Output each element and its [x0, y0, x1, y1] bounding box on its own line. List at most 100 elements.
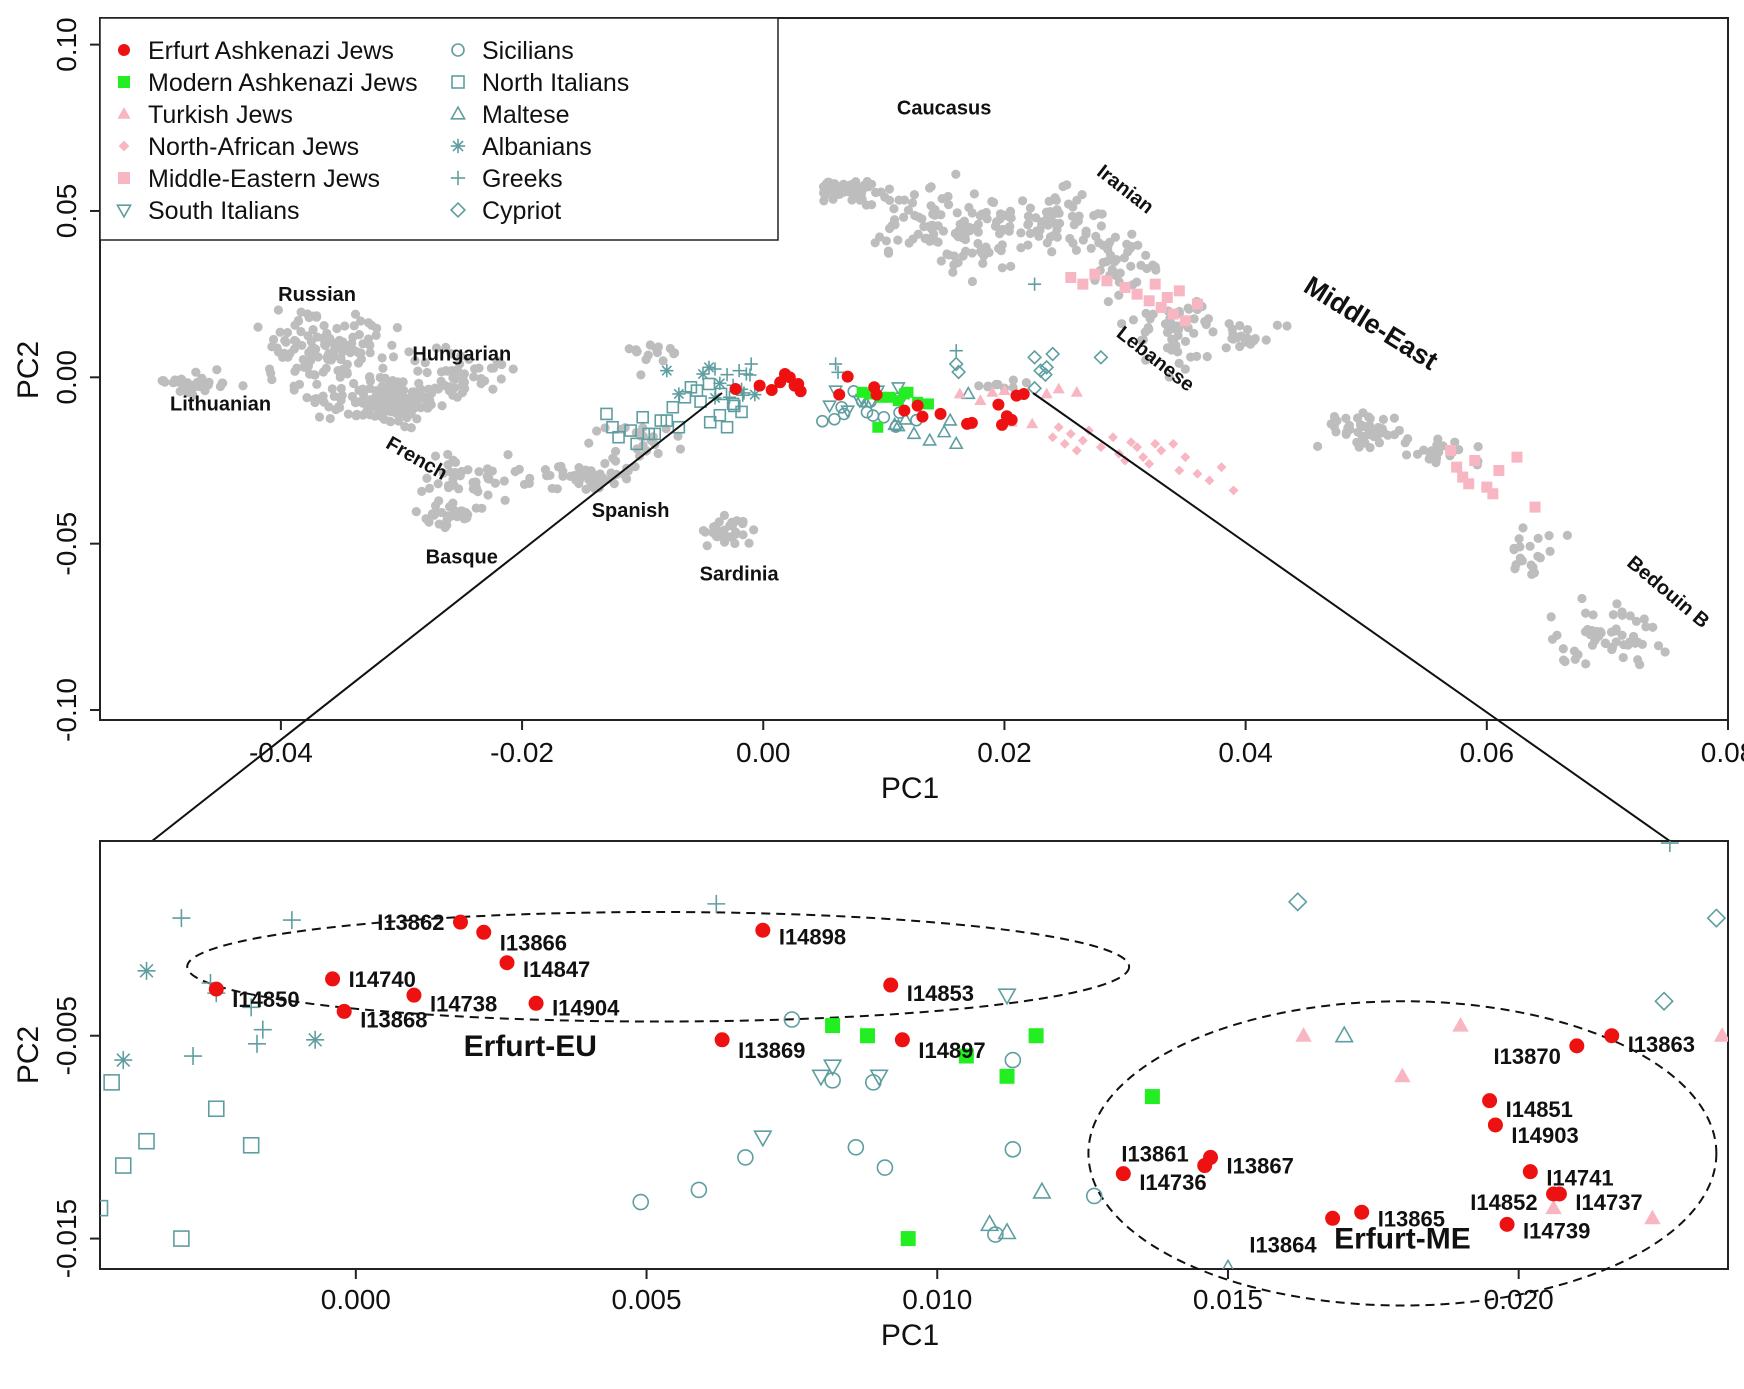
background-point — [1383, 430, 1393, 440]
background-point — [1601, 638, 1611, 649]
point-north-italians — [114, 1157, 132, 1174]
background-point — [545, 470, 555, 481]
background-point — [1242, 325, 1253, 335]
point-i14903 — [1487, 1117, 1503, 1133]
point-maltese — [1334, 1025, 1354, 1043]
background-point — [441, 342, 451, 352]
legend-item-albanians: Albanians — [450, 133, 592, 161]
series-north-african-jews — [1047, 422, 1239, 496]
background-point — [404, 347, 414, 357]
background-point — [482, 464, 493, 474]
background-point — [324, 402, 334, 412]
background-point — [584, 474, 594, 485]
background-point — [347, 391, 357, 402]
point-middle-eastern-jews — [1463, 478, 1475, 490]
point-i13868 — [336, 1003, 352, 1019]
point-i14904 — [528, 995, 544, 1011]
background-point — [410, 356, 420, 366]
legend-item-middle-eastern-jews: Middle-Eastern Jews — [118, 165, 380, 193]
background-point — [1005, 207, 1016, 217]
background-point — [305, 356, 316, 366]
point-greeks — [831, 365, 845, 379]
region-label-russian: Russian — [278, 284, 356, 306]
point-turkish-jews — [953, 387, 966, 399]
background-point — [393, 416, 404, 426]
background-point — [296, 327, 306, 337]
point-erfurt-ashkenazi-jews — [916, 410, 929, 423]
zoom-series-maltese — [979, 1025, 1354, 1269]
background-point — [621, 474, 632, 484]
background-point — [413, 387, 423, 397]
legend-box — [99, 17, 779, 241]
background-point — [936, 210, 946, 220]
background-point — [987, 196, 997, 207]
background-point — [1093, 209, 1103, 219]
zoom-points — [100, 841, 1728, 1269]
zoom-x-axis-title: PC1 — [881, 1319, 939, 1352]
point-modern-ashkenazi-jews — [856, 386, 868, 398]
point-north-african-jews — [1168, 438, 1179, 449]
background-point — [304, 312, 314, 323]
point-north-african-jews — [1138, 452, 1149, 463]
background-point — [417, 486, 427, 496]
point-sicilians — [835, 400, 848, 414]
legend-marker-maltese — [450, 105, 466, 120]
legend-label-albanians: Albanians — [482, 133, 592, 161]
background-point — [480, 376, 490, 386]
background-point — [1047, 247, 1057, 257]
point-middle-eastern-jews — [1143, 295, 1155, 307]
background-point — [267, 375, 277, 385]
zoom-x-axis: 0.000 0.005 0.010 0.015 0.020 — [321, 1269, 1554, 1315]
point-erfurt-ashkenazi-jews — [833, 388, 846, 401]
background-point — [997, 240, 1007, 250]
y-tick-label: 0.00 — [51, 350, 82, 405]
background-point — [471, 477, 481, 487]
background-point — [319, 321, 329, 331]
background-point — [849, 193, 859, 203]
background-point — [443, 449, 453, 460]
background-point — [1050, 193, 1060, 203]
background-point — [1168, 337, 1178, 347]
background-point — [503, 449, 513, 460]
background-point — [424, 483, 435, 493]
background-point — [665, 343, 675, 354]
point-turkish-jews — [1295, 1027, 1312, 1042]
point-modern-ashkenazi-jews — [872, 421, 884, 433]
point-sicilians — [889, 420, 903, 433]
background-point — [488, 384, 498, 394]
background-point — [387, 340, 397, 350]
background-point — [953, 258, 963, 268]
point-north-african-jews — [1192, 468, 1203, 479]
legend-item-south-italians: South Italians — [116, 197, 300, 225]
point-middle-eastern-jews — [1089, 268, 1101, 280]
background-point — [446, 349, 456, 359]
background-point — [510, 466, 520, 477]
background-point — [290, 320, 300, 330]
background-point — [1023, 240, 1033, 250]
sample-label-i14897: I14897 — [918, 1038, 985, 1063]
point-modern-ashkenazi-jews — [884, 391, 896, 403]
background-point — [425, 398, 435, 408]
point-maltese — [1222, 1258, 1234, 1269]
zoom-series-erfurt-ashkenazi-jews — [208, 914, 1620, 1232]
background-point — [1353, 427, 1363, 437]
background-point — [400, 393, 410, 403]
legend-marker-sicilians — [451, 43, 465, 57]
background-point — [1617, 630, 1627, 640]
background-point — [340, 321, 350, 331]
background-point — [960, 234, 971, 245]
cluster-ellipses: Erfurt-EU Erfurt-ME — [186, 910, 1718, 1307]
background-point — [309, 394, 319, 404]
background-point — [1069, 220, 1079, 230]
background-point — [645, 340, 655, 350]
background-point — [925, 236, 935, 246]
background-point — [275, 327, 285, 337]
background-point — [1282, 321, 1292, 331]
background-point — [653, 342, 664, 352]
background-point — [903, 205, 914, 215]
background-point — [496, 374, 506, 384]
background-point — [990, 221, 1001, 231]
point-north-italians — [600, 407, 613, 421]
point-sicilians — [1004, 1141, 1022, 1158]
background-point — [474, 467, 484, 477]
